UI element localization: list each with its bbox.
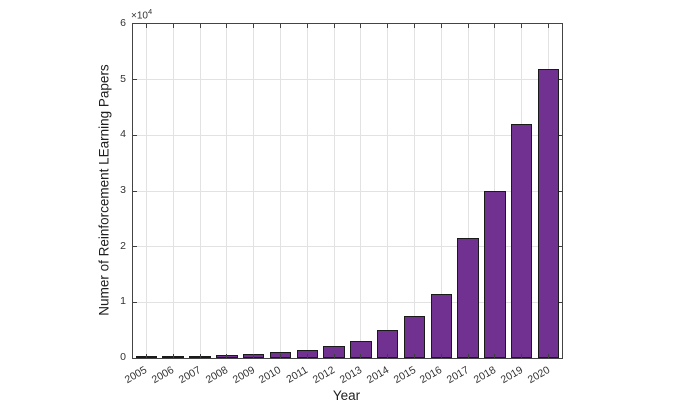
x-axis-tick bbox=[414, 354, 416, 358]
x-axis-title: Year bbox=[332, 388, 361, 403]
x-axis-tick bbox=[440, 24, 442, 28]
x-axis-tick bbox=[199, 24, 201, 28]
x-axis-tick bbox=[333, 24, 335, 28]
y-tick-label: 1 bbox=[120, 295, 126, 308]
x-axis-tick bbox=[145, 354, 147, 358]
x-axis-tick bbox=[253, 354, 255, 358]
grid-line-x bbox=[279, 24, 281, 358]
y-tick-label: 2 bbox=[120, 239, 126, 252]
bar-2018 bbox=[484, 191, 506, 358]
y-axis-tick bbox=[558, 301, 562, 303]
x-axis-tick bbox=[226, 354, 228, 358]
x-axis-tick bbox=[360, 354, 362, 358]
x-axis-tick bbox=[440, 354, 442, 358]
x-axis-tick bbox=[279, 354, 281, 358]
grid-line-x bbox=[387, 24, 389, 358]
y-axis-tick bbox=[558, 190, 562, 192]
bar-2016 bbox=[430, 294, 453, 358]
grid-line-x bbox=[199, 24, 201, 358]
grid-line-x bbox=[360, 24, 362, 358]
x-axis-tick bbox=[333, 354, 335, 358]
x-axis-tick bbox=[306, 354, 308, 358]
x-axis-tick bbox=[548, 24, 550, 28]
y-axis-exponent-label: ×104 bbox=[131, 7, 152, 21]
bar-2015 bbox=[403, 316, 426, 358]
y-axis-exponent-base: ×10 bbox=[131, 10, 148, 22]
x-axis-tick bbox=[145, 24, 147, 28]
grid-line-x bbox=[306, 24, 308, 358]
x-axis-tick bbox=[306, 24, 308, 28]
y-tick-label: 3 bbox=[120, 184, 126, 196]
y-tick-label: 0 bbox=[120, 351, 126, 363]
grid-line-y bbox=[133, 79, 562, 81]
x-axis-tick bbox=[494, 354, 496, 358]
grid-line-x bbox=[414, 24, 416, 358]
x-axis-tick bbox=[387, 354, 389, 358]
grid-line-x bbox=[145, 24, 147, 358]
x-axis-tick bbox=[494, 24, 496, 28]
x-axis-tick bbox=[387, 24, 389, 28]
x-axis-tick bbox=[521, 24, 523, 28]
x-axis-tick bbox=[226, 24, 228, 28]
grid-line-x bbox=[333, 24, 335, 358]
y-axis-exponent-power: 4 bbox=[147, 7, 153, 16]
y-tick-label: 6 bbox=[120, 17, 126, 29]
bar-2019 bbox=[511, 124, 533, 358]
y-axis-tick bbox=[133, 190, 137, 192]
grid-line-x bbox=[226, 24, 228, 358]
x-axis-tick bbox=[199, 354, 201, 358]
x-axis-tick bbox=[253, 24, 255, 28]
y-axis-tick bbox=[558, 79, 562, 81]
x-axis-tick bbox=[467, 24, 469, 28]
bar-2020 bbox=[537, 69, 560, 358]
y-axis-tick bbox=[133, 246, 137, 248]
y-tick-label: 5 bbox=[120, 72, 126, 85]
bar-2017 bbox=[457, 238, 479, 358]
grid-line-x bbox=[253, 24, 255, 358]
y-tick-label: 4 bbox=[120, 128, 126, 141]
y-axis-tick bbox=[558, 246, 562, 248]
y-axis-tick bbox=[558, 134, 562, 136]
y-axis-tick bbox=[133, 79, 137, 81]
grid-line-y bbox=[133, 134, 562, 136]
x-axis-tick bbox=[279, 24, 281, 28]
x-axis-tick bbox=[548, 354, 550, 358]
y-axis-tick bbox=[133, 301, 137, 303]
y-axis-tick bbox=[133, 134, 137, 136]
grid-line-x bbox=[172, 24, 174, 358]
x-axis-tick bbox=[414, 24, 416, 28]
x-axis-tick bbox=[172, 354, 174, 358]
plot-area bbox=[132, 23, 563, 359]
x-axis-tick bbox=[172, 24, 174, 28]
x-axis-tick bbox=[521, 354, 523, 358]
x-axis-tick bbox=[467, 354, 469, 358]
x-axis-tick bbox=[360, 24, 362, 28]
